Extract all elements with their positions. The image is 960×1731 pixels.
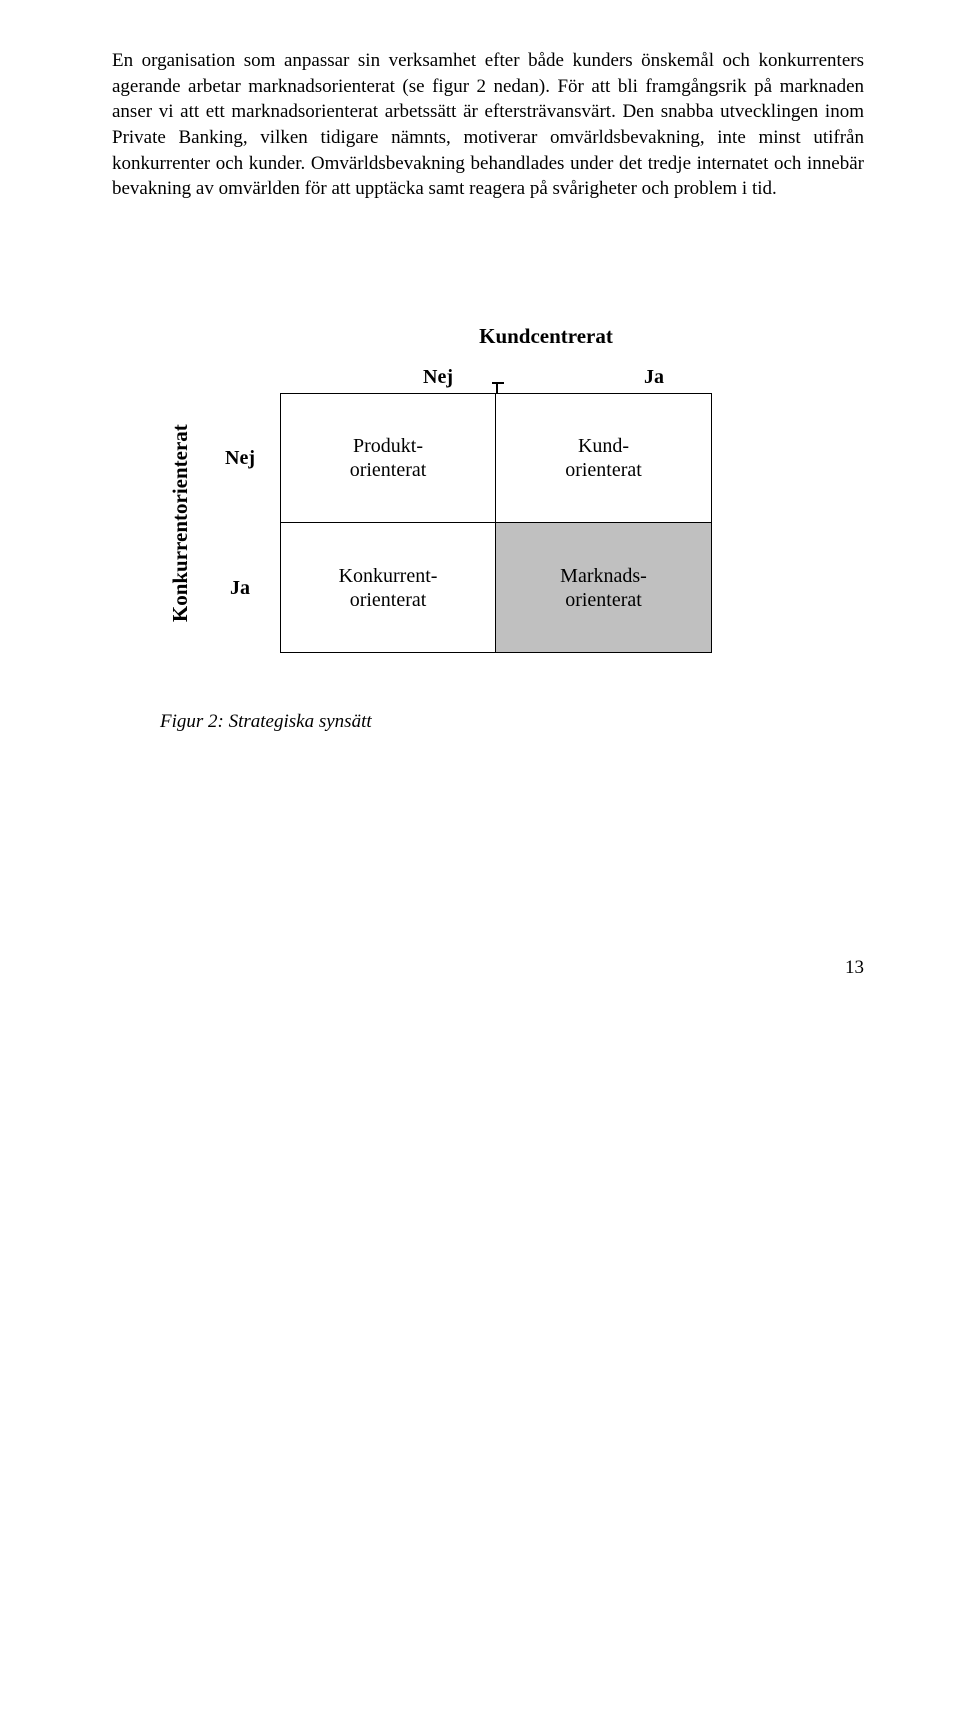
cell-line2: orienterat: [565, 458, 642, 482]
matrix-side-labels: Nej Ja: [200, 393, 280, 653]
cell-line1: Produkt-: [353, 434, 423, 458]
matrix-top-labels: Nej Ja: [330, 364, 762, 391]
matrix-grid: Produkt- orienterat Kund- orienterat Kon…: [280, 393, 712, 653]
matrix-top-label-nej: Nej: [330, 364, 546, 391]
matrix-top-label-ja: Ja: [546, 364, 762, 391]
cell-line1: Kund-: [578, 434, 629, 458]
cell-line1: Marknads-: [560, 564, 647, 588]
matrix-side-heading: Konkurrentorienterat: [166, 424, 194, 622]
matrix-cell-kund: Kund- orienterat: [496, 393, 712, 523]
matrix-tick-mark: [494, 382, 506, 393]
page-number: 13: [112, 955, 864, 981]
matrix-top-heading: Kundcentrerat: [330, 322, 762, 350]
matrix-side-heading-wrap: Konkurrentorienterat: [160, 393, 200, 653]
cell-line2: orienterat: [565, 588, 642, 612]
matrix-cell-produkt: Produkt- orienterat: [280, 393, 496, 523]
matrix-side-label-ja: Ja: [200, 575, 280, 602]
cell-line2: orienterat: [350, 458, 427, 482]
matrix-cell-marknads: Marknads- orienterat: [496, 523, 712, 653]
figure-caption: Figur 2: Strategiska synsätt: [160, 709, 864, 735]
body-paragraph: En organisation som anpassar sin verksam…: [112, 48, 864, 202]
cell-line2: orienterat: [350, 588, 427, 612]
matrix-figure: Kundcentrerat Nej Ja Konkurrentorientera…: [160, 322, 864, 653]
matrix-cell-konkurrent: Konkurrent- orienterat: [280, 523, 496, 653]
matrix-side-label-nej: Nej: [200, 445, 280, 472]
cell-line1: Konkurrent-: [339, 564, 438, 588]
matrix-body: Konkurrentorienterat Nej Ja Produkt- ori…: [160, 393, 864, 653]
